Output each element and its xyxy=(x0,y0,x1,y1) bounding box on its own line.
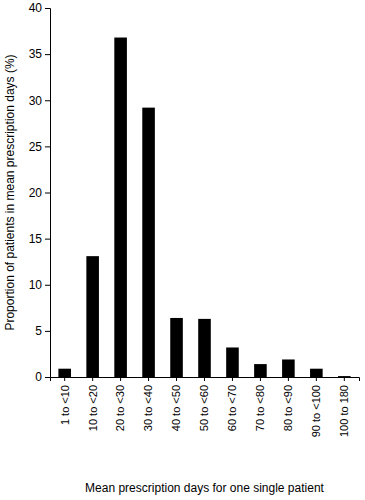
tick: 25 xyxy=(29,140,50,154)
bar xyxy=(142,108,155,377)
tick-mark xyxy=(260,377,261,381)
bar xyxy=(338,376,351,377)
tick-label: 30 to <40 xyxy=(142,385,154,431)
tick-label: 10 to <20 xyxy=(86,385,98,431)
tick: 10 to <20 xyxy=(86,377,98,431)
x-axis-title: Mean prescription days for one single pa… xyxy=(85,481,324,495)
tick-label: 0 xyxy=(35,370,42,384)
tick-label: 80 to <90 xyxy=(282,385,294,431)
tick-mark xyxy=(232,377,233,381)
tick: 30 to <40 xyxy=(142,377,154,431)
tick-mark xyxy=(148,377,149,381)
tick-mark xyxy=(45,285,50,286)
tick-mark xyxy=(45,8,50,9)
tick-label: 1 to <10 xyxy=(59,385,71,425)
chart: 0 5 10 15 20 25 30 35 40 1 to <10 10 to <20 20 to <… xyxy=(0,0,365,500)
tick-label: 70 to <80 xyxy=(254,385,266,431)
tick: 1 to <10 xyxy=(59,377,71,425)
tick: 10 xyxy=(29,278,50,292)
tick-mark xyxy=(316,377,317,381)
tick-label: 50 to <60 xyxy=(198,385,210,431)
tick: 100 to 180 xyxy=(338,377,350,437)
axis-line xyxy=(45,9,51,378)
tick-label: 60 to <70 xyxy=(226,385,238,431)
tick: 0 xyxy=(35,370,50,384)
tick-mark xyxy=(45,377,50,378)
tick: 5 xyxy=(35,324,50,338)
bar xyxy=(226,347,239,377)
bar xyxy=(114,38,127,377)
tick-label: 25 xyxy=(29,140,43,154)
tick-mark xyxy=(45,239,50,240)
tick-mark xyxy=(92,377,93,381)
tick-label: 40 to <50 xyxy=(170,385,182,431)
tick-label: 5 xyxy=(35,324,42,338)
tick: 35 xyxy=(29,47,50,61)
tick-label: 35 xyxy=(29,47,43,61)
tick-mark xyxy=(344,377,345,381)
bar xyxy=(282,359,295,377)
x-axis: 1 to <10 10 to <20 20 to <30 30 to <40 40 to… xyxy=(51,377,360,437)
tick-label: 90 to <100 xyxy=(310,385,322,437)
tick: 15 xyxy=(29,232,50,246)
tick-label: 20 to <30 xyxy=(114,385,126,431)
tick-mark xyxy=(288,377,289,381)
tick-mark xyxy=(45,54,50,55)
tick-mark xyxy=(45,331,50,332)
y-axis: 0 5 10 15 20 25 30 35 40 xyxy=(29,1,51,384)
tick: 20 to <30 xyxy=(114,377,126,431)
tick-mark xyxy=(204,377,205,381)
tick: 80 to <90 xyxy=(282,377,294,431)
tick-mark xyxy=(45,100,50,101)
tick-mark xyxy=(176,377,177,381)
tick-label: 20 xyxy=(29,186,43,200)
bar xyxy=(86,256,99,377)
tick: 60 to <70 xyxy=(226,377,238,431)
bar xyxy=(58,369,71,377)
tick-label: 10 xyxy=(29,278,43,292)
y-axis-title: Proportion of patients in mean prescript… xyxy=(3,54,17,330)
tick-label: 40 xyxy=(29,1,43,15)
tick: 40 xyxy=(29,1,50,15)
tick-mark xyxy=(45,193,50,194)
bar xyxy=(254,364,267,377)
plot: 0 5 10 15 20 25 30 35 40 1 to <10 10 to <20 20 to <… xyxy=(29,1,360,437)
tick-label: 30 xyxy=(29,94,43,108)
tick: 90 to <100 xyxy=(310,377,322,437)
tick: 20 xyxy=(29,186,50,200)
tick: 50 to <60 xyxy=(198,377,210,431)
tick-mark xyxy=(45,146,50,147)
bars xyxy=(58,38,350,377)
axis-line xyxy=(51,378,360,382)
bar xyxy=(198,319,211,377)
tick-label: 100 to 180 xyxy=(338,385,350,437)
bar xyxy=(170,318,183,377)
tick: 70 to <80 xyxy=(254,377,266,431)
tick-mark xyxy=(120,377,121,381)
tick-label: 15 xyxy=(29,232,43,246)
tick: 30 xyxy=(29,94,50,108)
tick: 40 to <50 xyxy=(170,377,182,431)
bar xyxy=(310,369,323,377)
tick-mark xyxy=(64,377,65,381)
